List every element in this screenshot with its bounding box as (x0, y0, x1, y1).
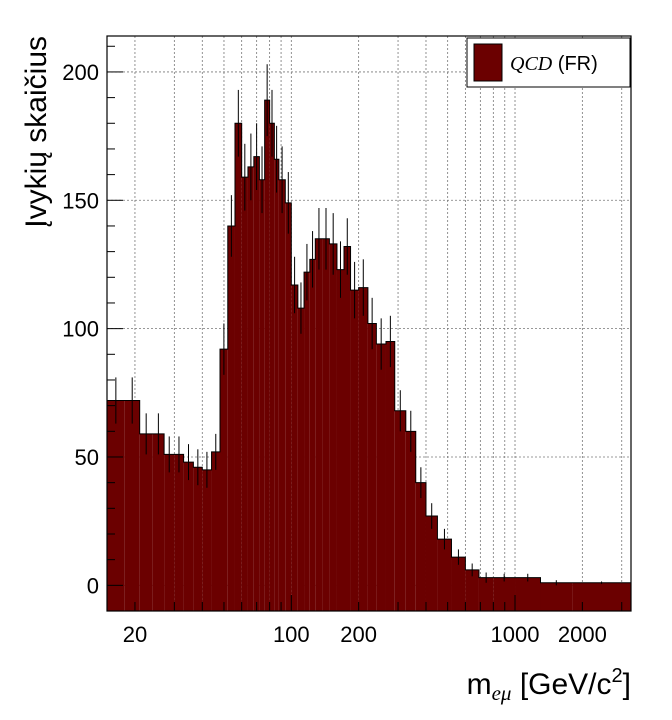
histogram-bar (253, 156, 260, 611)
y-axis-title: Įvykių skaičius (20, 36, 53, 228)
y-tick-label: 150 (62, 188, 99, 213)
histogram-bar (269, 123, 275, 611)
y-tick-label: 0 (87, 573, 99, 598)
histogram-bar (309, 259, 316, 611)
histogram-bar (358, 287, 368, 611)
plot-border (106, 35, 632, 612)
histogram-bar (259, 179, 265, 611)
histogram-bar (515, 577, 541, 611)
histogram-bar (394, 410, 406, 611)
y-tick-label: 100 (62, 317, 99, 342)
histogram-bar (274, 159, 279, 611)
x-tick-label: 20 (123, 622, 147, 647)
x-tick-label: 1000 (491, 622, 540, 647)
histogram-bar (220, 349, 228, 611)
x-axis-title-sup: 2 (612, 665, 623, 687)
histogram-bar (376, 344, 386, 611)
histogram-bar (227, 225, 235, 611)
histogram-bar (493, 577, 516, 611)
histogram-bar (124, 400, 140, 611)
legend-label-qcd: QCD (510, 53, 553, 75)
histogram-bar (336, 269, 344, 611)
histogram-bar (139, 433, 153, 611)
histogram-bar (385, 341, 395, 611)
histogram-bar (278, 179, 286, 611)
histogram-bar (297, 308, 305, 611)
histogram-bar (437, 539, 452, 611)
histogram-bar (540, 582, 573, 611)
histogram-bar (425, 516, 438, 611)
x-axis-title-main: m (467, 668, 492, 701)
histogram-bar (451, 557, 466, 611)
histogram-bar (174, 454, 184, 611)
histogram-bar (304, 272, 310, 611)
x-axis-ticks: 20 100 200 1000 2000 (123, 595, 623, 647)
y-tick-label: 200 (62, 60, 99, 85)
histogram-bar (152, 433, 165, 611)
legend: QCD (FR) (466, 37, 631, 88)
histogram-bar (241, 177, 248, 611)
histogram-bar (322, 238, 330, 612)
histogram-bar (291, 284, 298, 611)
x-tick-label: 2000 (558, 622, 607, 647)
histogram-bar (478, 577, 494, 611)
error-bars (115, 64, 603, 586)
histogram-bar (164, 454, 175, 611)
histogram-bar (405, 431, 416, 611)
histogram-bar (193, 467, 203, 611)
histogram-bar (329, 243, 337, 611)
histogram-bar (315, 238, 323, 612)
histogram-bar (234, 123, 242, 611)
x-axis-title-close: ] (623, 668, 631, 701)
histogram-bar (367, 323, 377, 611)
y-tick-label: 50 (75, 445, 99, 470)
histogram-bar (285, 202, 292, 612)
legend-swatch (473, 43, 503, 82)
histogram-bar (247, 166, 254, 612)
histogram-bar (415, 482, 426, 611)
legend-label-fr: (FR) (552, 53, 598, 75)
histogram-bar (107, 400, 125, 611)
y-axis-ticks: 0 50 100 150 200 (62, 45, 123, 598)
histogram-bar (264, 100, 270, 612)
histogram-bar (465, 569, 479, 611)
x-axis-title-unit: [GeV/c (511, 668, 611, 701)
histogram-bar (343, 246, 351, 611)
histogram-bar (211, 451, 221, 611)
legend-label: QCD (FR) (510, 53, 598, 75)
x-tick-label: 100 (273, 622, 310, 647)
histogram-bar (202, 469, 212, 611)
histogram-bar (350, 290, 359, 611)
x-tick-label: 200 (340, 622, 377, 647)
histogram-bar (183, 462, 194, 611)
x-axis-title-sub: eμ (492, 681, 512, 705)
x-axis-title: meμ [GeV/c2] (467, 665, 631, 705)
